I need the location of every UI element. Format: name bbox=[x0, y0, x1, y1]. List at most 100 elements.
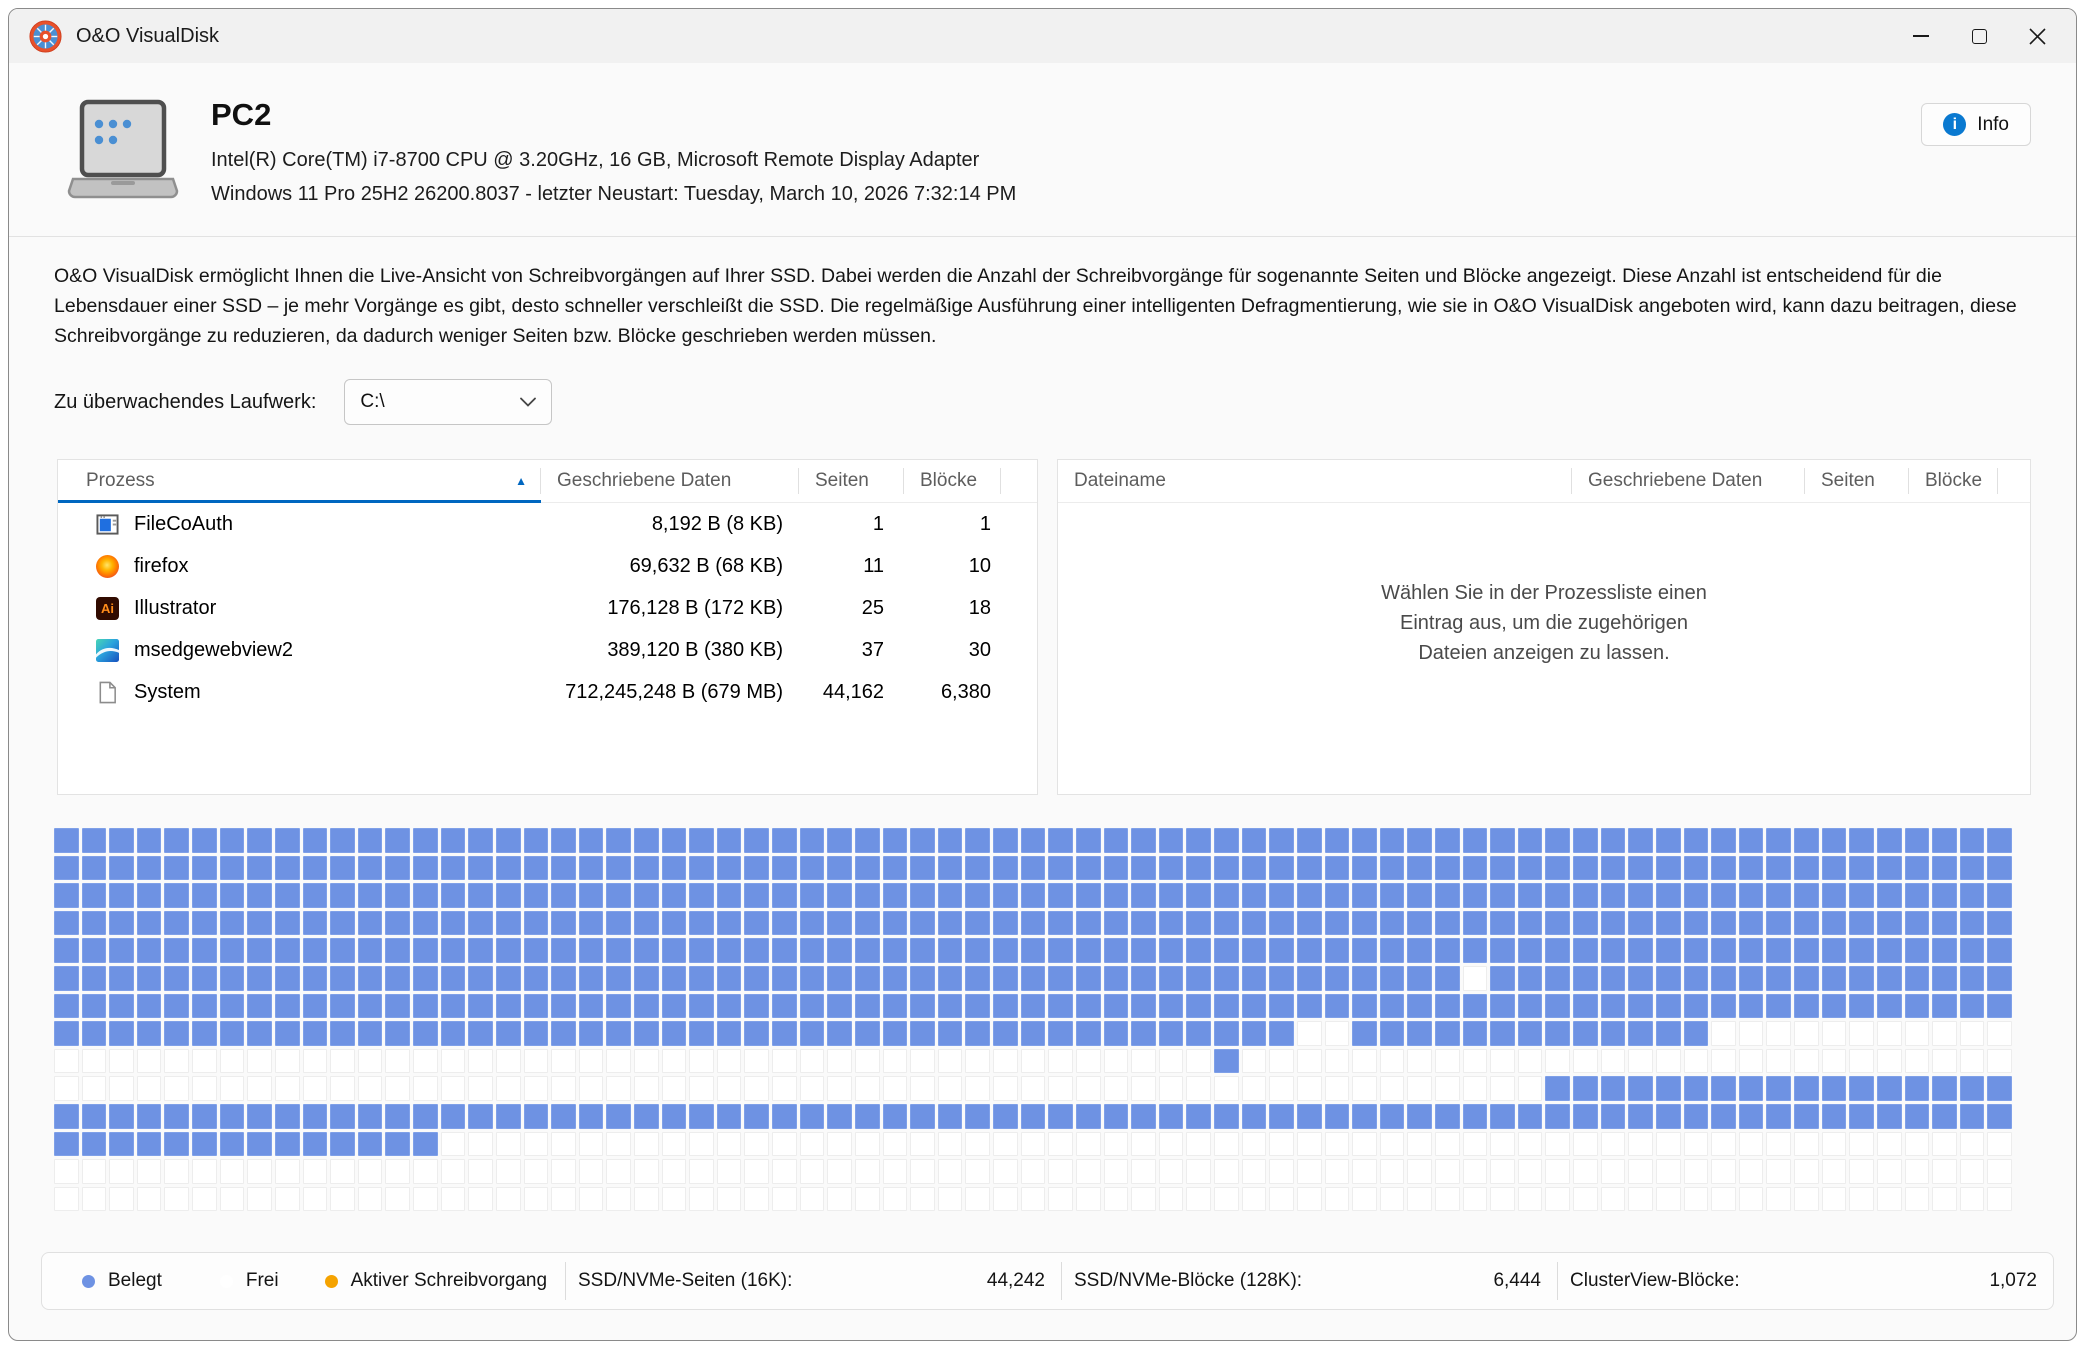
cluster-block-belegt bbox=[247, 1021, 272, 1046]
process-row-System[interactable]: System 712,245,248 B (679 MB) 44,162 6,380 bbox=[58, 671, 1037, 713]
cluster-block-belegt bbox=[330, 828, 355, 853]
cluster-block-frei bbox=[357, 1076, 383, 1101]
cluster-block-belegt bbox=[1821, 910, 1847, 936]
cluster-block-belegt bbox=[716, 1021, 742, 1046]
cluster-block-belegt bbox=[1490, 1103, 1515, 1129]
cluster-block-belegt bbox=[689, 1103, 714, 1129]
cluster-block-frei bbox=[1048, 1048, 1073, 1074]
column-header-geschriebene-daten[interactable]: Geschriebene Daten bbox=[541, 460, 799, 502]
file-table: Dateiname Geschriebene Daten Seiten Blöc… bbox=[1057, 459, 2031, 795]
cluster-block-frei bbox=[1407, 1186, 1432, 1212]
cluster-block-frei bbox=[1849, 1186, 1874, 1212]
cluster-block-belegt bbox=[1876, 883, 1902, 908]
cluster-block-belegt bbox=[219, 1103, 245, 1129]
cluster-block-belegt bbox=[1075, 1021, 1101, 1046]
cluster-block-belegt bbox=[1683, 1076, 1709, 1101]
cluster-block-belegt bbox=[772, 1103, 797, 1129]
cluster-block-frei bbox=[1573, 1186, 1598, 1212]
cluster-block-frei bbox=[965, 1186, 991, 1212]
cluster-block-frei bbox=[1434, 1159, 1460, 1184]
cluster-block-belegt bbox=[1158, 938, 1184, 963]
cluster-block-belegt bbox=[1186, 910, 1212, 936]
cluster-block-belegt bbox=[1214, 910, 1239, 936]
cluster-block-belegt bbox=[1876, 965, 1902, 991]
close-button[interactable] bbox=[2008, 9, 2066, 63]
cluster-block-belegt bbox=[1352, 938, 1377, 963]
cluster-block-belegt bbox=[1959, 993, 1985, 1019]
cluster-block-belegt bbox=[495, 828, 521, 853]
cluster-block-belegt bbox=[1794, 855, 1819, 881]
cluster-block-belegt bbox=[468, 1021, 493, 1046]
cluster-block-frei bbox=[1655, 1159, 1681, 1184]
column-header-prozess[interactable]: Prozess ▲ bbox=[58, 460, 541, 503]
cluster-block-belegt bbox=[799, 938, 825, 963]
cluster-block-belegt bbox=[302, 1131, 328, 1157]
cluster-block-belegt bbox=[1241, 1103, 1267, 1129]
column-header-bloecke[interactable]: Blöcke bbox=[1909, 460, 1998, 502]
column-header-dateiname[interactable]: Dateiname bbox=[1058, 460, 1572, 502]
info-button[interactable]: i Info bbox=[1921, 103, 2031, 146]
cluster-block-belegt bbox=[1103, 965, 1129, 991]
cluster-block-belegt bbox=[1959, 855, 1985, 881]
cluster-block-frei bbox=[1932, 1021, 1957, 1046]
cluster-block-frei bbox=[744, 1159, 770, 1184]
cluster-block-belegt bbox=[1573, 938, 1598, 963]
cluster-block-belegt bbox=[385, 883, 411, 908]
column-header-seiten[interactable]: Seiten bbox=[1805, 460, 1909, 502]
cluster-block-belegt bbox=[357, 883, 383, 908]
cluster-block-belegt bbox=[551, 993, 576, 1019]
drive-dropdown[interactable]: C:\ bbox=[344, 379, 553, 425]
cluster-block-belegt bbox=[1711, 855, 1736, 881]
minimize-button[interactable] bbox=[1892, 9, 1950, 63]
cluster-block-frei bbox=[1932, 1048, 1957, 1074]
cluster-block-belegt bbox=[385, 855, 411, 881]
cluster-block-frei bbox=[1959, 1048, 1985, 1074]
cluster-block-belegt bbox=[523, 965, 549, 991]
maximize-button[interactable] bbox=[1950, 9, 2008, 63]
cluster-block-belegt bbox=[937, 965, 963, 991]
process-table-header: Prozess ▲ Geschriebene Daten Seiten Blöc… bbox=[58, 460, 1037, 503]
cluster-block-belegt bbox=[1296, 965, 1322, 991]
cluster-block-belegt bbox=[1158, 855, 1184, 881]
process-row-msedgewebview2[interactable]: msedgewebview2 389,120 B (380 KB) 37 30 bbox=[58, 629, 1037, 671]
cluster-block-belegt bbox=[81, 855, 107, 881]
cluster-block-belegt bbox=[854, 993, 880, 1019]
cluster-block-frei bbox=[1075, 1186, 1101, 1212]
process-name: Illustrator bbox=[134, 596, 217, 619]
cluster-block-frei bbox=[357, 1159, 383, 1184]
process-row-firefox[interactable]: firefox 69,632 B (68 KB) 11 10 bbox=[58, 545, 1037, 587]
process-bloecke: 1 bbox=[979, 512, 991, 535]
cluster-block-belegt bbox=[1407, 910, 1432, 936]
cluster-block-belegt bbox=[247, 938, 272, 963]
cluster-block-frei bbox=[1103, 1048, 1129, 1074]
cluster-block-frei bbox=[1462, 965, 1488, 991]
cluster-block-frei bbox=[1517, 1186, 1543, 1212]
cluster-block-belegt bbox=[302, 1021, 328, 1046]
cluster-block-belegt bbox=[1434, 883, 1460, 908]
process-row-FileCoAuth[interactable]: FileCoAuth 8,192 B (8 KB) 1 1 bbox=[58, 503, 1037, 545]
illustrator-icon: Ai bbox=[96, 596, 119, 620]
cluster-block-frei bbox=[1517, 1159, 1543, 1184]
column-header-seiten[interactable]: Seiten bbox=[799, 460, 904, 502]
cluster-block-belegt bbox=[827, 993, 852, 1019]
cluster-block-belegt bbox=[744, 938, 770, 963]
cluster-block-frei bbox=[1655, 1131, 1681, 1157]
cluster-block-frei bbox=[1186, 1076, 1212, 1101]
column-header-geschriebene-daten[interactable]: Geschriebene Daten bbox=[1572, 460, 1805, 502]
cluster-block-frei bbox=[634, 1048, 659, 1074]
cluster-block-frei bbox=[136, 1186, 162, 1212]
cluster-block-belegt bbox=[1766, 883, 1792, 908]
cluster-block-frei bbox=[1876, 1186, 1902, 1212]
process-row-Illustrator[interactable]: Ai Illustrator 176,128 B (172 KB) 25 18 bbox=[58, 587, 1037, 629]
cluster-block-frei bbox=[827, 1131, 852, 1157]
cluster-block-belegt bbox=[634, 883, 659, 908]
cluster-block-belegt bbox=[1683, 883, 1709, 908]
cluster-block-belegt bbox=[1655, 1021, 1681, 1046]
cluster-block-belegt bbox=[109, 855, 134, 881]
cluster-block-belegt bbox=[1655, 828, 1681, 853]
cluster-block-frei bbox=[1711, 1186, 1736, 1212]
cluster-block-frei bbox=[247, 1076, 272, 1101]
cluster-block-belegt bbox=[1103, 883, 1129, 908]
cluster-block-belegt bbox=[1600, 855, 1626, 881]
column-header-bloecke[interactable]: Blöcke bbox=[904, 460, 1001, 502]
